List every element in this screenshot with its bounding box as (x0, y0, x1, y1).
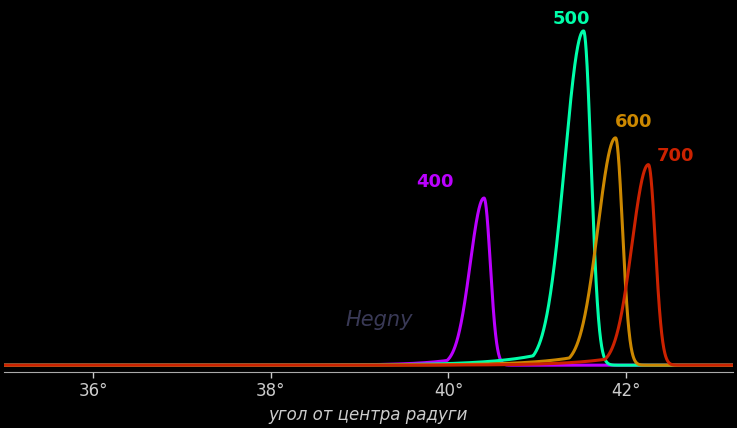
Text: 400: 400 (416, 173, 454, 191)
X-axis label: угол от центра радуги: угол от центра радуги (269, 406, 468, 424)
Text: 500: 500 (552, 9, 590, 27)
Text: Hegny: Hegny (346, 310, 413, 330)
Text: 700: 700 (657, 147, 694, 165)
Text: 600: 600 (615, 113, 652, 131)
